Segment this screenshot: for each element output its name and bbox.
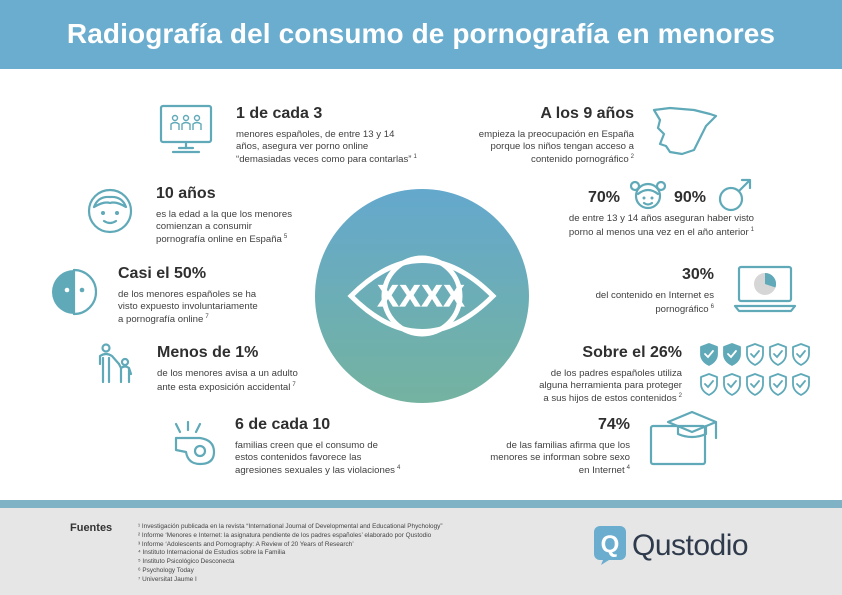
stat-text: agresiones sexuales y las violaciones 4 xyxy=(235,465,401,477)
stat-value: Casi el 50% xyxy=(118,265,207,282)
child-face-icon xyxy=(87,188,133,234)
stat-text: de los padres españoles utiliza xyxy=(550,368,682,379)
stat-text: años, asegura ver porno online xyxy=(236,140,369,152)
adult-child-icon xyxy=(98,343,133,384)
stat-text: a sus hijos de estos contenidos 2 xyxy=(543,393,682,405)
stat-30: 30% del contenido en Internet es pornogr… xyxy=(560,265,714,315)
stat-text: a pornografía online 7 xyxy=(118,314,209,326)
graduation-screen-icon xyxy=(649,410,718,466)
male-symbol-icon xyxy=(718,178,752,212)
stat-text: del contenido en Internet es xyxy=(595,290,714,301)
censor-bar: XXXX xyxy=(377,279,466,313)
source-item: ³ Informe ‘Adolescents and Pornography: … xyxy=(138,540,354,548)
stat-casi-50: Casi el 50% de los menores españoles se … xyxy=(118,264,308,326)
stat-text: de los menores españoles se ha xyxy=(118,289,257,300)
stat-text: comienzan a consumir xyxy=(156,220,252,232)
stat-text: pornografía online en España 5 xyxy=(156,234,288,246)
stat-70-90-desc: de entre 13 y 14 años aseguran haber vis… xyxy=(520,207,754,238)
stat-74: 74% de las familias afirma que los menor… xyxy=(470,415,630,477)
stat-6-de-cada-10: 6 de cada 10 familias creen que el consu… xyxy=(235,415,435,477)
stat-value: 74% xyxy=(597,416,630,433)
stat-text: familias creen que el consumo de xyxy=(235,440,378,451)
stat-value: 6 de cada 10 xyxy=(235,416,331,433)
spain-map-icon xyxy=(652,106,718,156)
stat-text: de entre 13 y 14 años aseguran haber vis… xyxy=(568,213,754,224)
stat-text: pornográfico 6 xyxy=(655,303,714,315)
stat-text: en Internet 4 xyxy=(578,465,630,477)
stat-text: “demasiadas veces como para contarlas” 1 xyxy=(236,154,417,166)
stat-text: visto expuesto involuntariamente xyxy=(118,300,258,312)
stat-value: Menos de 1% xyxy=(157,344,259,361)
stat-text: empieza la preocupación en España xyxy=(478,129,634,140)
svg-text:Q: Q xyxy=(601,531,620,558)
source-item: ⁶ Psychology Today xyxy=(138,566,194,574)
page-title: Radiografía del consumo de pornografía e… xyxy=(66,18,776,49)
stat-text: contenido pornográfico 2 xyxy=(531,154,634,166)
stat-70-girls: 70% xyxy=(588,189,621,206)
sources-title: Fuentes xyxy=(70,522,113,534)
stat-90-boys: 90% xyxy=(674,189,707,206)
stat-text: porno al menos una vez en el año anterio… xyxy=(568,226,754,238)
half-face-icon xyxy=(52,268,98,316)
stat-a-los-9: A los 9 años empieza la preocupación en … xyxy=(430,104,634,166)
stat-text: de las familias afirma que los xyxy=(506,440,630,451)
stat-text: es la edad a la que los menores xyxy=(156,209,292,220)
stat-text: ante esta exposición accidental 7 xyxy=(157,381,296,393)
stat-text: alguna herramienta para proteger xyxy=(539,379,682,391)
qustodio-logo-icon: Q xyxy=(594,526,626,565)
stat-text: estos contenidos favorece las xyxy=(235,451,362,463)
stat-value: A los 9 años xyxy=(540,105,634,122)
whistle-icon xyxy=(174,420,216,466)
censored-eye-icon: XXXX xyxy=(315,189,529,403)
stat-value: 10 años xyxy=(156,185,216,202)
header-banner: Radiografía del consumo de pornografía e… xyxy=(0,0,842,69)
source-item: ⁷ Universitat Jaume I xyxy=(138,575,197,583)
stat-value: 1 de cada 3 xyxy=(236,105,323,122)
svg-text:XXXX: XXXX xyxy=(378,280,466,313)
sources-list: ¹ Investigación publicada en la revista … xyxy=(138,523,442,585)
source-item: ² Informe ‘Menores e Internet: la asigna… xyxy=(138,531,432,539)
stat-text: menores se informan sobre sexo xyxy=(490,451,630,463)
monitor-people-icon xyxy=(159,104,213,154)
stat-text: porque los niños tengan acceso a xyxy=(490,140,634,152)
stat-text: de los menores avisa a un adulto xyxy=(157,368,298,379)
shield-check-icon xyxy=(700,343,810,396)
stat-1-de-cada-3: 1 de cada 3 menores españoles, de entre … xyxy=(236,104,436,166)
footer-divider xyxy=(0,500,842,508)
stat-10-anos: 10 años es la edad a la que los menores … xyxy=(156,184,346,246)
girl-face-icon xyxy=(630,180,666,210)
brand-name: Qustodio xyxy=(632,529,749,562)
stat-sobre-26: Sobre el 26% de los padres españoles uti… xyxy=(480,343,682,405)
stat-value: 30% xyxy=(681,266,714,283)
source-item: ⁴ Instituto Internacional de Estudios so… xyxy=(138,549,286,557)
stat-value: Sobre el 26% xyxy=(582,344,682,361)
footer: Fuentes ¹ Investigación publicada en la … xyxy=(0,508,842,595)
laptop-pie-icon xyxy=(733,265,797,313)
source-item: ⁵ Instituto Psicológico Desconecta xyxy=(138,558,235,566)
stat-menos-1: Menos de 1% de los menores avisa a un ad… xyxy=(157,343,347,393)
stat-text: menores españoles, de entre 13 y 14 xyxy=(236,129,395,140)
source-item: ¹ Investigación publicada en la revista … xyxy=(138,523,443,530)
